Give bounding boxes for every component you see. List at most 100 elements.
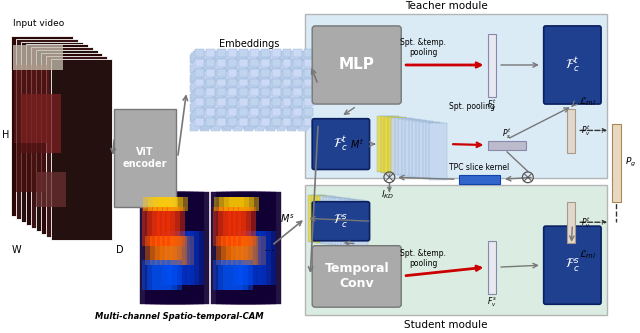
- Bar: [215, 90, 224, 98]
- Bar: [329, 197, 344, 244]
- Bar: [204, 81, 213, 89]
- Bar: [191, 73, 200, 81]
- Bar: [381, 116, 399, 173]
- Bar: [200, 114, 209, 122]
- Bar: [215, 51, 224, 59]
- Bar: [259, 61, 268, 69]
- Bar: [13, 46, 63, 70]
- Bar: [304, 49, 313, 57]
- Bar: [12, 36, 73, 216]
- Text: Spt. pooling: Spt. pooling: [449, 102, 495, 111]
- Bar: [300, 63, 309, 71]
- Bar: [235, 92, 244, 100]
- Bar: [215, 100, 224, 108]
- Bar: [276, 114, 285, 122]
- Text: Spt. &temp.
pooling: Spt. &temp. pooling: [400, 38, 446, 57]
- Bar: [140, 192, 184, 304]
- Bar: [237, 81, 246, 89]
- Bar: [213, 83, 222, 90]
- Bar: [158, 197, 178, 211]
- Bar: [235, 83, 244, 90]
- Bar: [409, 120, 426, 177]
- Bar: [233, 104, 242, 112]
- Bar: [222, 65, 231, 73]
- Bar: [282, 49, 291, 57]
- Bar: [143, 197, 163, 211]
- Bar: [344, 199, 358, 246]
- Bar: [235, 53, 244, 61]
- Bar: [191, 102, 200, 110]
- Bar: [211, 104, 220, 112]
- Bar: [237, 90, 246, 98]
- Bar: [278, 53, 287, 61]
- Bar: [282, 118, 291, 126]
- Bar: [202, 102, 211, 110]
- Bar: [211, 94, 220, 102]
- Bar: [405, 120, 423, 176]
- Bar: [233, 75, 242, 83]
- Bar: [219, 197, 239, 211]
- Bar: [317, 196, 332, 243]
- Bar: [269, 90, 278, 98]
- Bar: [255, 94, 264, 102]
- Bar: [163, 197, 182, 211]
- FancyBboxPatch shape: [312, 26, 401, 104]
- Bar: [266, 124, 275, 132]
- Bar: [350, 200, 365, 247]
- Bar: [266, 55, 275, 63]
- Bar: [195, 69, 204, 77]
- Bar: [204, 120, 213, 128]
- Bar: [233, 206, 251, 246]
- Bar: [302, 81, 311, 89]
- Bar: [193, 110, 202, 118]
- Bar: [206, 69, 215, 77]
- FancyBboxPatch shape: [544, 226, 601, 304]
- Bar: [167, 206, 184, 246]
- Bar: [234, 197, 254, 211]
- Bar: [233, 94, 242, 102]
- Bar: [239, 49, 248, 57]
- Bar: [222, 75, 231, 83]
- Bar: [155, 236, 180, 265]
- Bar: [298, 94, 307, 102]
- Text: $F_v^t$: $F_v^t$: [488, 98, 497, 113]
- Bar: [255, 75, 264, 83]
- Bar: [216, 192, 260, 304]
- Bar: [222, 104, 231, 112]
- Bar: [282, 59, 291, 67]
- Text: $P_v^t$: $P_v^t$: [581, 215, 591, 230]
- Bar: [17, 143, 46, 192]
- Text: $P_g$: $P_g$: [625, 156, 636, 169]
- Bar: [226, 90, 235, 98]
- Text: W: W: [12, 244, 21, 254]
- Bar: [115, 109, 175, 206]
- Bar: [241, 236, 266, 265]
- Bar: [268, 102, 276, 110]
- Bar: [291, 51, 300, 59]
- Bar: [276, 75, 285, 83]
- Bar: [395, 118, 413, 175]
- Bar: [206, 79, 215, 87]
- Bar: [282, 89, 291, 96]
- Bar: [222, 55, 231, 63]
- Bar: [257, 102, 266, 110]
- Bar: [278, 83, 287, 90]
- Bar: [287, 55, 296, 63]
- Bar: [268, 73, 276, 81]
- Bar: [237, 100, 246, 108]
- Bar: [260, 89, 269, 96]
- Bar: [211, 65, 220, 73]
- Bar: [217, 108, 226, 116]
- Bar: [293, 79, 302, 87]
- Bar: [170, 236, 195, 265]
- Bar: [280, 90, 289, 98]
- Bar: [195, 89, 204, 96]
- Bar: [204, 61, 213, 69]
- Bar: [204, 90, 213, 98]
- Bar: [268, 53, 276, 61]
- Bar: [189, 94, 198, 102]
- Bar: [278, 122, 287, 130]
- Bar: [289, 73, 298, 81]
- Bar: [412, 121, 430, 177]
- Bar: [200, 75, 209, 83]
